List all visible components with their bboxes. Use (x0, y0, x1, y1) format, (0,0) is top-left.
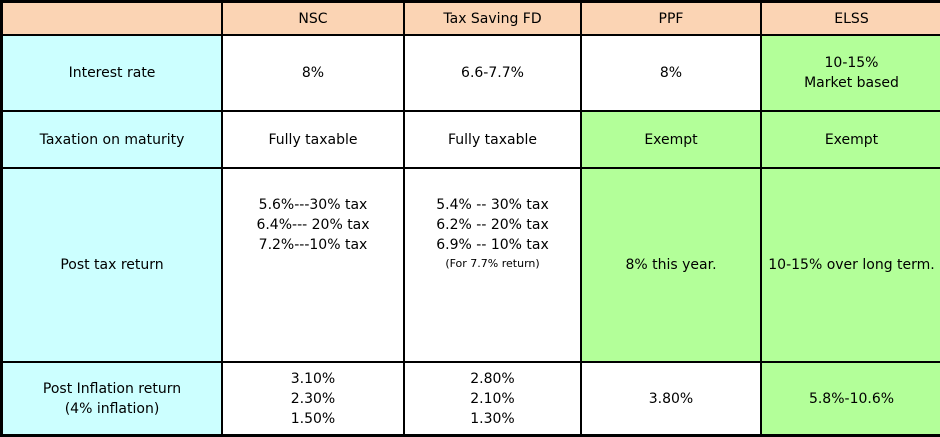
post-tax-nsc-line-2: 6.4%--- 20% tax (256, 217, 370, 234)
post-tax-fd: 5.4% -- 30% tax 6.2% -- 20% tax 6.9% -- … (405, 169, 580, 362)
post-tax-nsc-line-3: 7.2%---10% tax (258, 237, 368, 254)
post-tax-fd-line-2: 6.2% -- 20% tax (436, 217, 549, 234)
post-inflation-label-line-1: Post Inflation return (42, 380, 182, 397)
header-tax-saving-fd: Tax Saving FD (405, 3, 580, 35)
post-inflation-elss: 5.8%-10.6% (762, 363, 940, 434)
row-interest-rate: Interest rate 8% 6.6-7.7% 8% 10-15% Mark… (3, 36, 940, 110)
taxation-label: Taxation on maturity (3, 111, 221, 168)
post-inflation-nsc-line-1: 3.10% (290, 370, 336, 387)
post-inflation-fd-line-1: 2.80% (470, 370, 515, 387)
post-inflation-nsc: 3.10% 2.30% 1.50% (223, 363, 403, 434)
post-tax-elss: 10-15% over long term. (762, 169, 940, 362)
taxation-ppf: Exempt (582, 111, 760, 168)
header-row: NSC Tax Saving FD PPF ELSS (3, 3, 940, 35)
taxation-nsc: Fully taxable (223, 111, 403, 168)
header-corner (3, 3, 221, 35)
post-tax-fd-line-1: 5.4% -- 30% tax (436, 197, 549, 214)
interest-elss: 10-15% Market based (762, 36, 940, 110)
post-inflation-fd: 2.80% 2.10% 1.30% (405, 363, 580, 434)
interest-rate-label: Interest rate (3, 36, 221, 110)
interest-nsc: 8% (223, 36, 403, 110)
interest-ppf: 8% (582, 36, 760, 110)
header-nsc: NSC (223, 3, 403, 35)
post-inflation-ppf: 3.80% (582, 363, 760, 434)
post-inflation-label-line-2: (4% inflation) (64, 400, 160, 417)
post-tax-nsc: 5.6%---30% tax 6.4%--- 20% tax 7.2%---10… (223, 169, 403, 362)
header-elss: ELSS (762, 3, 940, 35)
post-inflation-nsc-line-2: 2.30% (290, 390, 336, 407)
header-ppf: PPF (582, 3, 760, 35)
row-taxation: Taxation on maturity Fully taxable Fully… (3, 111, 940, 168)
row-post-tax: Post tax return 5.6%---30% tax 6.4%--- 2… (3, 169, 940, 362)
post-inflation-fd-line-3: 1.30% (470, 410, 515, 427)
post-tax-nsc-line-1: 5.6%---30% tax (258, 197, 368, 214)
post-inflation-nsc-line-3: 1.50% (290, 410, 336, 427)
interest-elss-line-1: 10-15% (824, 55, 879, 72)
post-tax-ppf: 8% this year. (582, 169, 760, 362)
interest-fd: 6.6-7.7% (405, 36, 580, 110)
taxation-fd: Fully taxable (405, 111, 580, 168)
post-inflation-label: Post Inflation return (4% inflation) (3, 363, 221, 434)
taxation-elss: Exempt (762, 111, 940, 168)
post-inflation-fd-line-2: 2.10% (470, 390, 515, 407)
post-tax-fd-line-3: 6.9% -- 10% tax (436, 237, 549, 254)
interest-elss-line-2: Market based (804, 75, 899, 92)
post-tax-fd-note: (For 7.7% return) (445, 257, 540, 271)
row-post-inflation: Post Inflation return (4% inflation) 3.1… (3, 363, 940, 434)
post-tax-label: Post tax return (3, 169, 221, 362)
